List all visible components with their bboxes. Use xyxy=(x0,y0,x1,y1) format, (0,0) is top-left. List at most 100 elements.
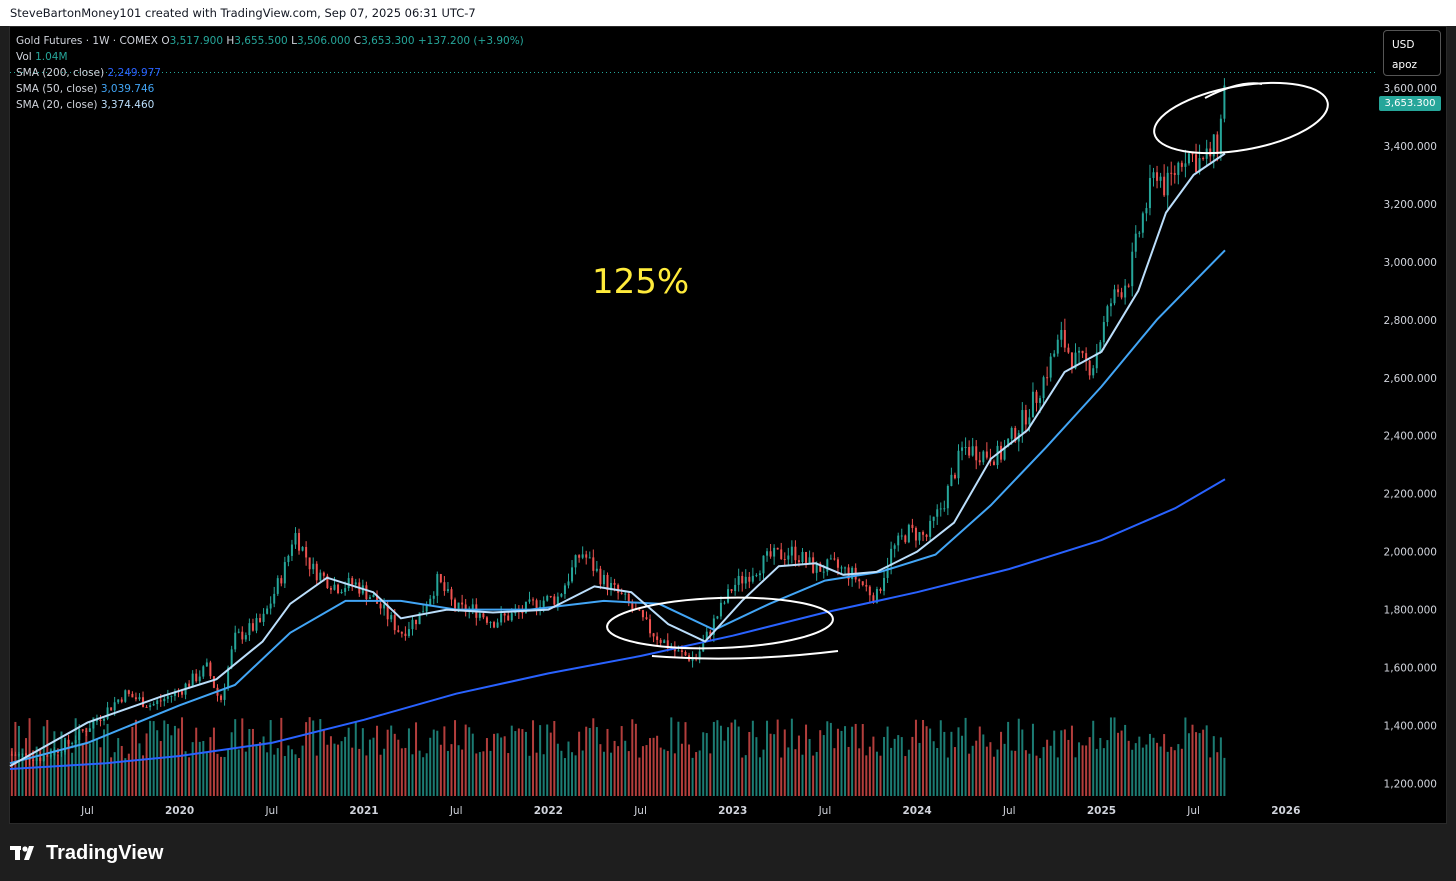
candle-body xyxy=(1039,398,1042,403)
candle-body xyxy=(287,555,290,563)
volume-bar xyxy=(259,742,262,796)
candle-body xyxy=(578,555,581,558)
volume-bar xyxy=(1007,721,1010,796)
volume-bar xyxy=(124,758,127,796)
volume-bar xyxy=(1021,729,1024,796)
volume-bar xyxy=(1209,757,1212,796)
price-axis-tick: 2,600.000 xyxy=(1384,373,1437,385)
volume-bar xyxy=(1042,747,1045,796)
candle-body xyxy=(368,597,371,600)
volume-bar xyxy=(787,747,790,796)
volume-bar xyxy=(205,751,208,796)
candle-body xyxy=(936,509,939,517)
chart-attribution-header: SteveBartonMoney101 created with Trading… xyxy=(0,0,1456,26)
volume-bar xyxy=(971,745,974,796)
volume-bar xyxy=(500,737,503,796)
candle-body xyxy=(489,622,492,624)
candle-body xyxy=(833,558,836,560)
candle-body xyxy=(606,574,609,591)
volume-bar xyxy=(1024,750,1027,796)
candle-body xyxy=(953,474,956,479)
volume-bar xyxy=(1216,752,1219,796)
candle-body xyxy=(773,547,776,557)
legend-sma200-row[interactable]: SMA (200, close) 2,249.977 xyxy=(16,65,524,81)
volume-bar xyxy=(216,753,219,796)
volume-bar xyxy=(716,720,719,796)
volume-bar xyxy=(390,725,393,796)
volume-bar xyxy=(337,744,340,796)
volume-bar xyxy=(610,752,613,796)
volume-bar xyxy=(1141,747,1144,796)
volume-bar xyxy=(680,743,683,796)
chart-frame[interactable] xyxy=(9,26,1447,824)
candle-body xyxy=(741,575,744,584)
candle-body xyxy=(819,563,822,572)
high-value: 3,655.500 xyxy=(234,35,288,47)
volume-bar xyxy=(1106,740,1109,796)
highlight-stroke-top xyxy=(1204,82,1263,99)
volume-bar xyxy=(134,719,137,796)
candle-body xyxy=(766,551,769,556)
volume-bar xyxy=(1145,744,1148,796)
legend-sma50-row[interactable]: SMA (50, close) 3,039.746 xyxy=(16,81,524,97)
candle-body xyxy=(276,578,279,594)
sma200-line xyxy=(9,478,1226,770)
price-axis-tick: 2,200.000 xyxy=(1384,489,1437,501)
time-axis-tick: Jul xyxy=(633,805,647,817)
legend-sma20-row[interactable]: SMA (20, close) 3,374.460 xyxy=(16,97,524,113)
volume-bar xyxy=(227,748,230,796)
volume-bar xyxy=(113,752,116,796)
candle-body xyxy=(1028,417,1031,425)
volume-bar xyxy=(10,748,13,796)
candle-body xyxy=(49,755,52,757)
currency-selector[interactable]: USD apoz xyxy=(1383,30,1441,76)
volume-bar xyxy=(1156,742,1159,796)
candle-body xyxy=(868,586,871,596)
time-axis-tick: 2020 xyxy=(165,805,194,817)
candle-body xyxy=(532,599,535,601)
volume-bar xyxy=(691,757,694,796)
candle-body xyxy=(631,602,634,609)
candle-body xyxy=(808,557,811,563)
candle-body xyxy=(244,635,247,640)
legend-volume-row[interactable]: Vol 1.04M xyxy=(16,49,524,65)
time-axis-tick: 2023 xyxy=(718,805,747,817)
candle-body xyxy=(1184,163,1187,167)
volume-bar xyxy=(145,733,148,796)
volume-bar xyxy=(514,731,517,796)
candle-body xyxy=(585,554,588,558)
volume-bar xyxy=(939,720,942,796)
open-key: O xyxy=(161,35,170,47)
candle-body xyxy=(113,702,116,711)
candle-body xyxy=(372,594,375,598)
volume-bar xyxy=(766,720,769,796)
volume-bar xyxy=(670,717,673,796)
candle-body xyxy=(262,613,265,622)
candle-body xyxy=(627,593,630,603)
candle-body xyxy=(383,604,386,609)
legend-ohlc-row[interactable]: Gold Futures · 1W · COMEX O3,517.900 H3,… xyxy=(16,33,524,49)
volume-bar xyxy=(854,723,857,796)
candle-body xyxy=(734,584,737,592)
volume-bar xyxy=(819,730,822,796)
volume-bar xyxy=(865,755,868,796)
candle-body xyxy=(546,595,549,601)
volume-bar xyxy=(1148,733,1151,796)
volume-bar xyxy=(542,754,545,796)
candle-body xyxy=(883,577,886,591)
candle-body xyxy=(939,508,942,510)
time-axis-tick: 2025 xyxy=(1087,805,1116,817)
volume-bar xyxy=(741,757,744,796)
candle-body xyxy=(971,446,974,456)
sma200-value: 2,249.977 xyxy=(107,67,161,79)
candle-body xyxy=(893,545,896,549)
candle-body xyxy=(170,695,173,697)
volume-bar xyxy=(858,748,861,796)
candle-body xyxy=(230,649,233,668)
price-axis-tick: 1,800.000 xyxy=(1384,605,1437,617)
time-axis-tick: 2021 xyxy=(349,805,378,817)
candle-body xyxy=(762,555,765,574)
volume-bar xyxy=(872,736,875,796)
volume-bar xyxy=(1198,733,1201,796)
